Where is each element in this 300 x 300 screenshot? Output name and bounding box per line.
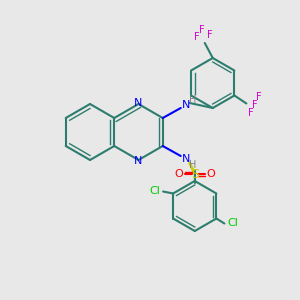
Text: F: F — [207, 30, 213, 40]
Text: F: F — [256, 92, 261, 101]
Text: F: F — [194, 32, 200, 42]
Text: H: H — [189, 95, 196, 105]
Text: Cl: Cl — [150, 187, 160, 196]
Text: F: F — [248, 109, 253, 118]
Text: N: N — [182, 154, 190, 164]
Text: S: S — [191, 167, 199, 181]
Text: N: N — [134, 98, 143, 108]
Text: H: H — [189, 160, 196, 170]
Text: N: N — [182, 100, 190, 110]
Text: Cl: Cl — [227, 218, 238, 229]
Text: F: F — [199, 25, 205, 35]
Text: O: O — [206, 169, 215, 179]
Text: O: O — [174, 169, 183, 179]
Text: F: F — [252, 100, 257, 110]
Text: N: N — [134, 156, 143, 166]
